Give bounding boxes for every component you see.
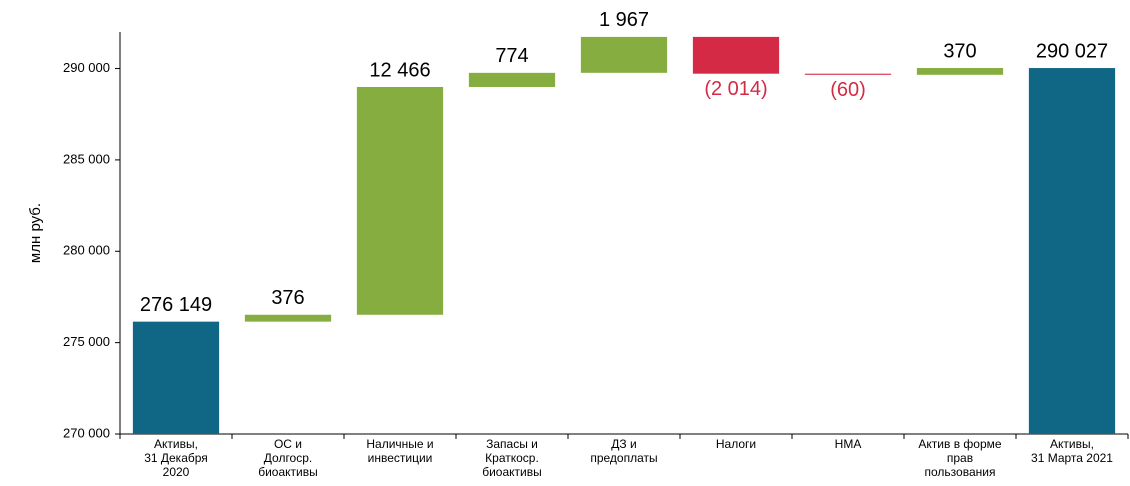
x-tick-label: Активы, 31 Декабря 2020 [144, 437, 208, 479]
value-label: (60) [830, 79, 866, 101]
value-label: 276 149 [140, 294, 212, 316]
y-tick-label: 270 000 [63, 425, 110, 440]
value-label: 12 466 [369, 59, 430, 81]
bar [468, 72, 556, 87]
bar [1028, 68, 1116, 434]
bar [244, 314, 332, 322]
bar [692, 36, 780, 74]
x-tick-label: НМА [834, 437, 862, 451]
value-label: 376 [271, 287, 304, 309]
y-axis-label: млн руб. [27, 203, 44, 263]
x-tick-label: Активы, 31 Марта 2021 [1031, 437, 1113, 465]
y-tick-label: 290 000 [63, 60, 110, 75]
value-label: 370 [943, 40, 976, 62]
x-tick-label: ДЗ и предоплаты [590, 437, 658, 465]
x-tick-label: Актив в форме прав пользования [918, 437, 1002, 479]
x-tick-label: Наличные и инвестиции [366, 437, 434, 465]
y-tick-label: 280 000 [63, 243, 110, 258]
x-tick-label: Запасы и Краткоср. биоактивы [482, 437, 542, 479]
value-label: (2 014) [704, 78, 767, 100]
x-tick-label: ОС и Долгоср. биоактивы [258, 437, 318, 479]
bar [804, 73, 892, 75]
bar [132, 321, 220, 434]
x-tick-label: Налоги [715, 437, 757, 451]
value-label: 774 [495, 45, 528, 67]
value-label: 1 967 [599, 9, 649, 31]
bar [356, 86, 444, 315]
bar [916, 68, 1004, 75]
y-tick-label: 275 000 [63, 334, 110, 349]
bar [580, 36, 668, 73]
value-label: 290 027 [1036, 40, 1108, 62]
y-tick-label: 285 000 [63, 151, 110, 166]
